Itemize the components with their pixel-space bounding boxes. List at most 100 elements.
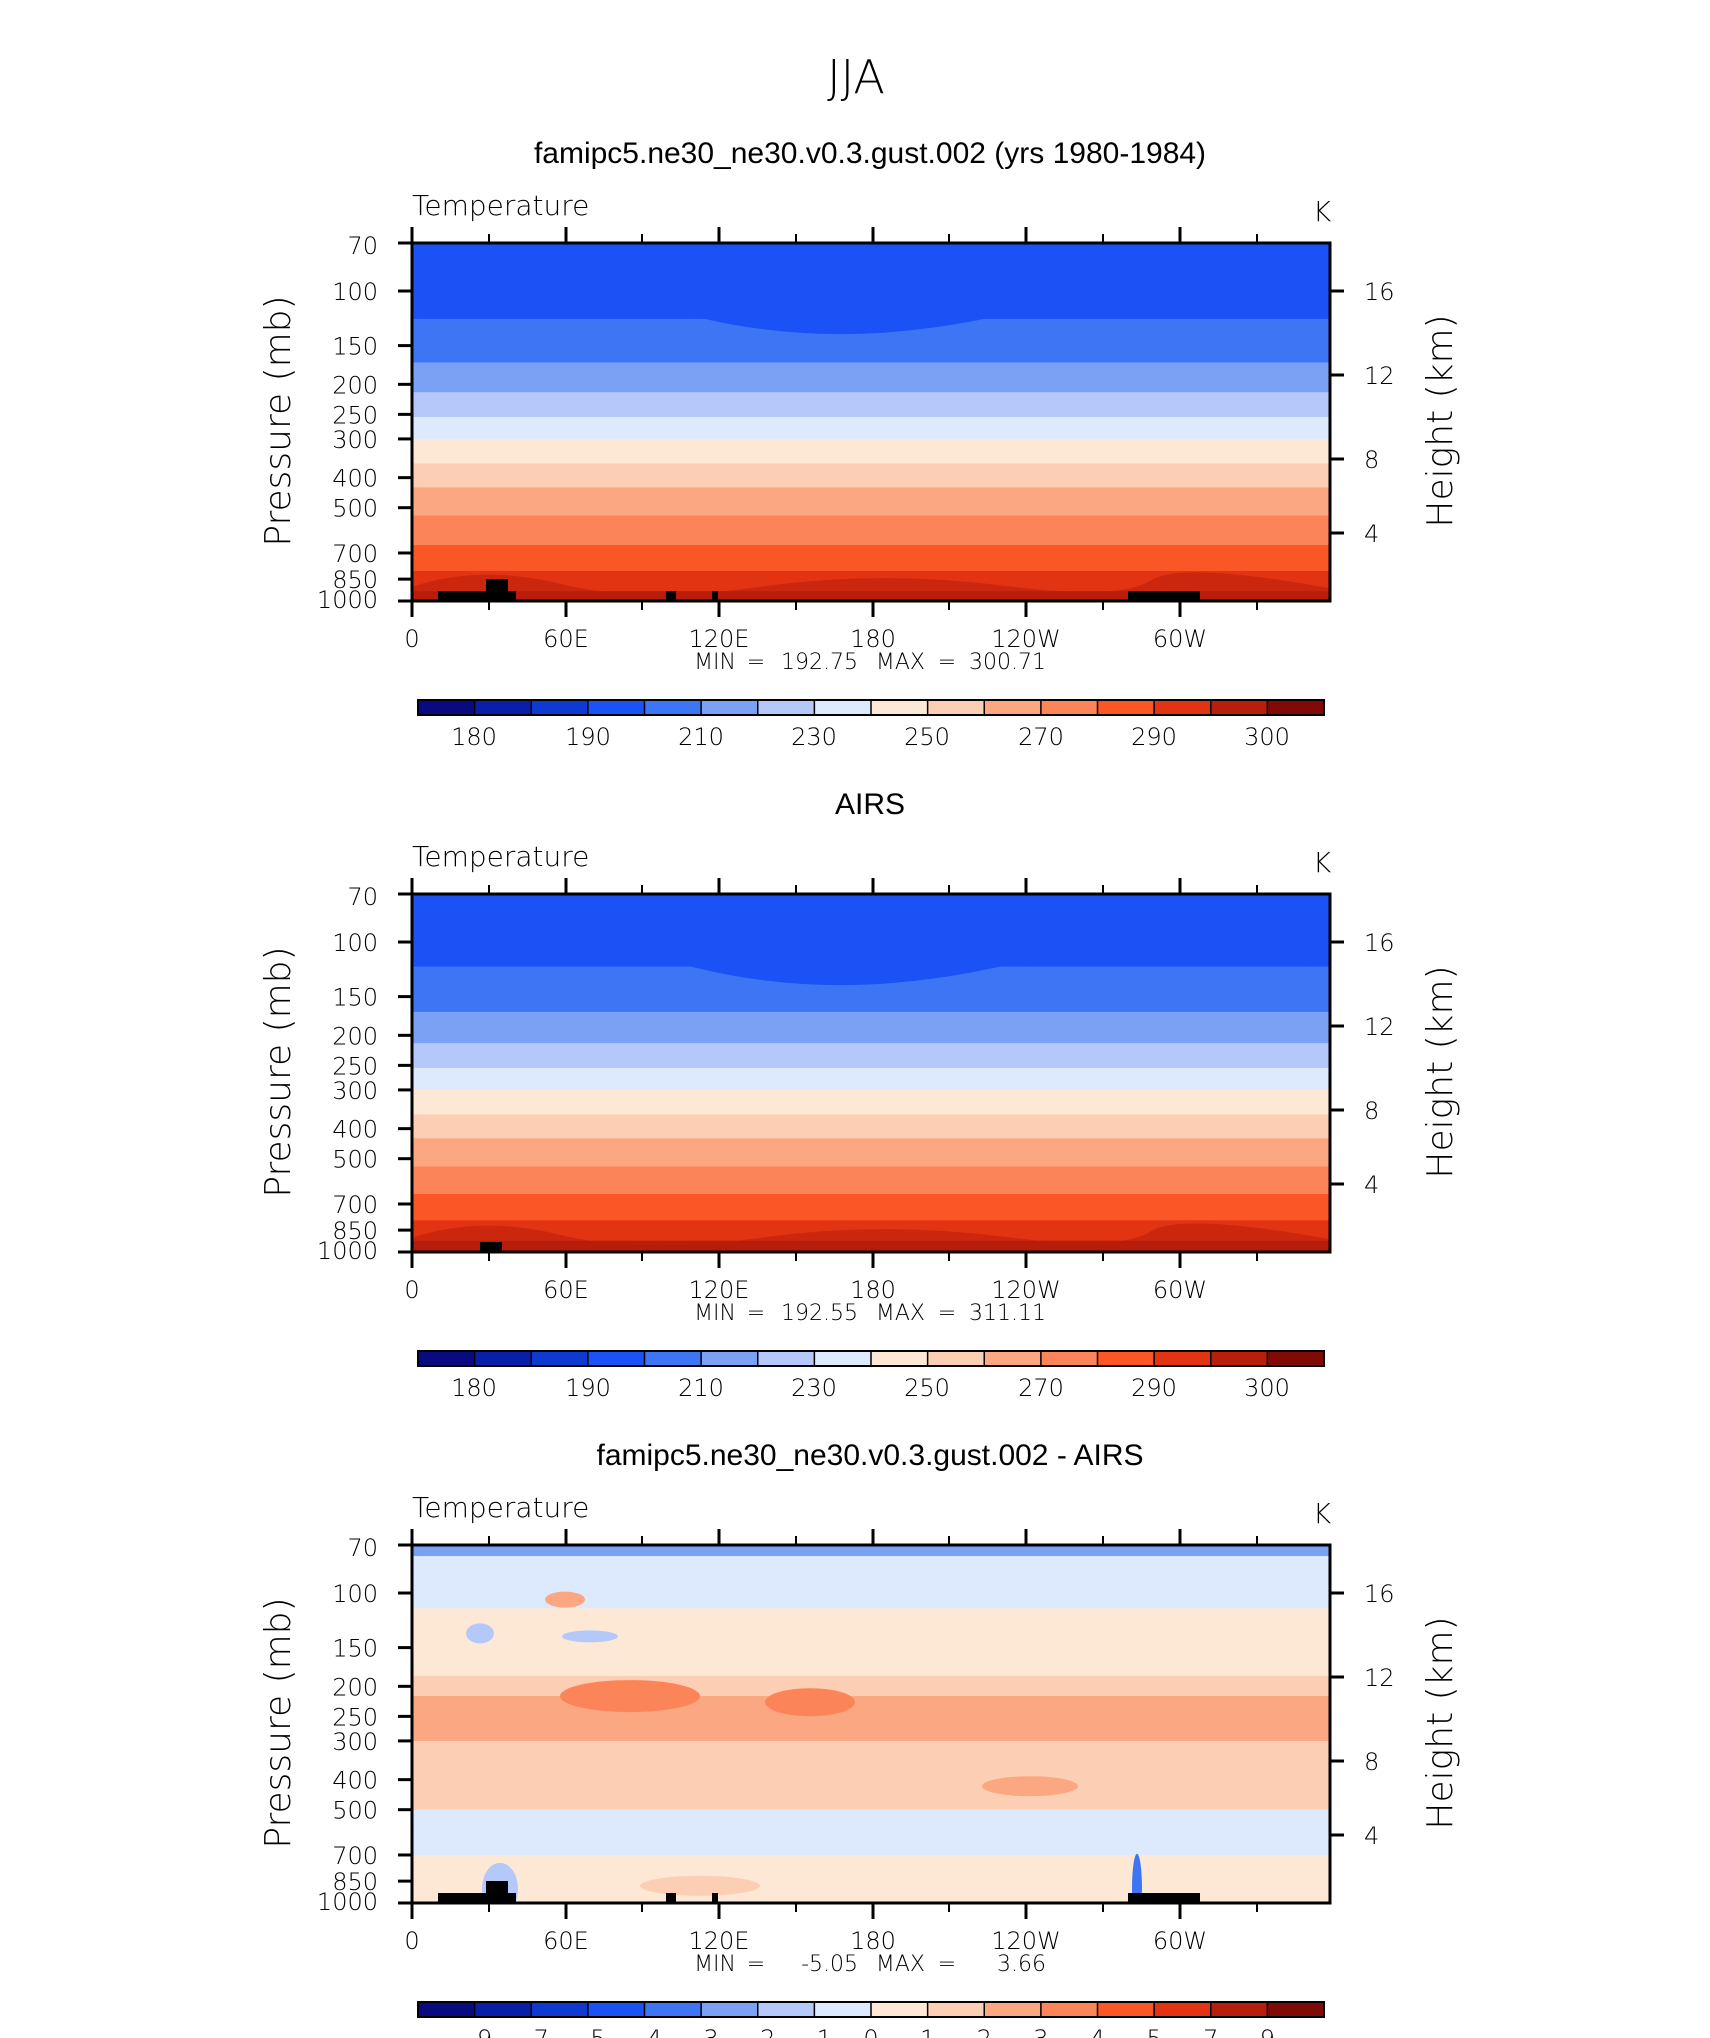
anomaly-blob [466, 1623, 494, 1644]
x-tick-label: 0 [404, 1276, 419, 1304]
colorbar-swatch [587, 700, 645, 715]
colorbar-swatch [814, 2002, 872, 2017]
x-tick-label: 180 [850, 1927, 896, 1955]
y-tick-label: 400 [332, 1767, 378, 1795]
colorbar-swatch [1267, 2002, 1325, 2017]
colorbar-label: 3 [1033, 2025, 1048, 2038]
topography-mask [1128, 1893, 1200, 1903]
x-tick-label: 120E [689, 1276, 750, 1304]
colorbar-label: 230 [791, 1374, 837, 1402]
colorbar-swatch [814, 1351, 872, 1366]
panel-title: famipc5.ne30_ne30.v0.3.gust.002 (yrs 198… [534, 137, 1206, 170]
max-value: 300.71 [969, 650, 1046, 675]
colorbar-swatch [701, 1351, 759, 1366]
colorbar-label: 180 [451, 1374, 497, 1402]
colorbar-label: 250 [904, 1374, 950, 1402]
colorbar-swatch [1097, 700, 1155, 715]
topography-mask [712, 591, 718, 601]
min-equals: = [747, 1952, 765, 1977]
contour-band [412, 1138, 1330, 1168]
x-tick-label: 60W [1153, 625, 1207, 653]
colorbar-label: −3 [683, 2025, 718, 2038]
colorbar-swatch [1040, 700, 1098, 715]
colorbar-swatch [701, 700, 759, 715]
min-label: MIN [694, 650, 736, 675]
y-tick-label: 700 [332, 1191, 378, 1219]
colorbar-swatch [814, 700, 872, 715]
surface-warm-region [412, 572, 1330, 601]
y2-tick-label: 8 [1364, 1748, 1379, 1776]
colorbar-label: 7 [1203, 2025, 1218, 2038]
colorbar-swatch [418, 1351, 476, 1366]
y-tick-label: 300 [332, 426, 378, 454]
colorbar-swatch [984, 700, 1042, 715]
colorbar-label: 210 [678, 723, 724, 751]
colorbar-label: −9 [457, 2025, 492, 2038]
y-tick-label: 100 [332, 278, 378, 306]
min-value: 192.75 [781, 650, 858, 675]
colorbar-swatch [1154, 2002, 1212, 2017]
colorbar-swatch [757, 1351, 815, 1366]
x-tick-label: 180 [850, 1276, 896, 1304]
colorbar-swatch [531, 1351, 589, 1366]
y2-tick-label: 16 [1364, 278, 1395, 306]
colorbar: −9 −7 −5 −4 −3 −2 −1 0 1 2 3 4 5 7 9 [417, 2001, 1325, 2038]
topography-mask [486, 1881, 508, 1903]
anomaly-blob [562, 1630, 618, 1643]
upper-cold-region [412, 243, 1330, 335]
y-tick-label: 200 [332, 371, 378, 399]
anomaly-blob [640, 1875, 760, 1896]
colorbar-label: 9 [1260, 2025, 1275, 2038]
min-equals: = [747, 1301, 765, 1326]
contour-band [412, 1114, 1330, 1139]
contour-band [412, 438, 1330, 465]
contour-band [412, 1194, 1330, 1221]
x-tick-label: 60W [1153, 1927, 1207, 1955]
anomaly-blob [560, 1680, 700, 1713]
y-tick-label: 500 [332, 1146, 378, 1174]
colorbar-swatch [531, 700, 589, 715]
upper-cold-region [412, 894, 1330, 986]
colorbar-label: 290 [1131, 1374, 1177, 1402]
colorbar-frame [417, 2001, 1325, 2018]
colorbar-swatch [474, 700, 532, 715]
y-tick-label: 400 [332, 1116, 378, 1144]
colorbar: 180 190 210 230 250 270 290 300 [417, 1350, 1325, 1402]
colorbar-swatch [984, 2002, 1042, 2017]
chart-panel-1: famipc5.ne30_ne30.v0.3.gust.002 (yrs 198… [258, 137, 1461, 751]
x-tick-label: 60W [1153, 1276, 1207, 1304]
y-tick-label: 100 [332, 929, 378, 957]
y-tick-label: 250 [332, 1703, 378, 1731]
y-tick-label: 300 [332, 1077, 378, 1105]
y2-axis-title: Height (km) [1420, 314, 1461, 527]
contour-band [412, 362, 1330, 393]
max-value: 311.11 [969, 1301, 1046, 1326]
colorbar-swatch [1040, 1351, 1098, 1366]
y-axis-title: Pressure (mb) [258, 295, 299, 546]
topography-mask [666, 591, 676, 601]
contour-band [412, 545, 1330, 572]
y2-tick-label: 16 [1364, 929, 1395, 957]
colorbar-label: 270 [1018, 1374, 1064, 1402]
topography-mask [438, 591, 516, 601]
y-axis-title: Pressure (mb) [258, 1597, 299, 1848]
colorbar-swatch [1267, 1351, 1325, 1366]
y-tick-label: 500 [332, 495, 378, 523]
topography-mask [712, 1893, 718, 1903]
topography-mask [438, 1893, 516, 1903]
variable-label: Temperature [412, 1491, 589, 1524]
colorbar-label: −2 [740, 2025, 775, 2038]
x-tick-label: 60E [543, 1276, 589, 1304]
surface-warm-region [412, 1223, 1330, 1252]
y-tick-label: 200 [332, 1022, 378, 1050]
contour-band [412, 515, 1330, 546]
contour-band [412, 1043, 1330, 1069]
colorbar-frame [417, 699, 1325, 716]
min-label: MIN [694, 1952, 736, 1977]
colorbar-swatch [984, 1351, 1042, 1366]
colorbar-swatch [1210, 700, 1268, 715]
y2-axis-title: Height (km) [1420, 965, 1461, 1178]
colorbar-swatch [1210, 2002, 1268, 2017]
min-value: 192.55 [781, 1301, 858, 1326]
